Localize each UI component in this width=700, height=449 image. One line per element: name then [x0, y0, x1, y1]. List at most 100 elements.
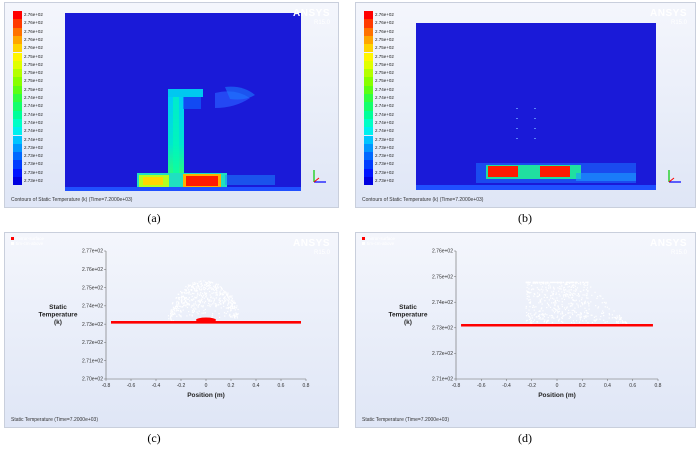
- data-point: [211, 315, 213, 317]
- data-point: [194, 283, 196, 285]
- data-point: [550, 281, 552, 284]
- legend-row: 2.75e+02: [13, 77, 53, 86]
- data-point: [219, 300, 222, 302]
- data-point: [178, 314, 180, 316]
- data-point: [543, 281, 545, 284]
- data-point: [553, 317, 555, 319]
- data-point: [583, 289, 585, 291]
- data-point: [619, 316, 621, 318]
- legend-row: 2.73e+02: [13, 143, 53, 153]
- data-point: [175, 305, 177, 307]
- data-point: [558, 281, 561, 284]
- data-point: [528, 312, 530, 315]
- data-point: [528, 309, 530, 311]
- data-point: [209, 281, 211, 283]
- data-point: [558, 290, 560, 292]
- data-point: [569, 312, 571, 314]
- data-point: [183, 302, 185, 304]
- legend-label: 2.75e+02: [375, 36, 394, 42]
- legend-label: 2.76e+02: [375, 12, 394, 17]
- data-point: [583, 301, 586, 304]
- data-point: [584, 300, 586, 302]
- data-point: [177, 305, 179, 307]
- data-point: [175, 306, 177, 308]
- data-point: [193, 287, 195, 290]
- data-point: [595, 319, 597, 322]
- data-point: [593, 316, 596, 318]
- legend-row: 2.74e+02: [364, 102, 404, 111]
- data-point: [185, 300, 187, 303]
- data-point: [529, 292, 531, 294]
- data-point: [170, 309, 172, 311]
- data-point: [560, 287, 562, 289]
- legend-label: 2.74e+02: [375, 95, 394, 100]
- data-point: [545, 281, 547, 284]
- legend-swatch: [364, 60, 373, 70]
- data-point: [608, 308, 610, 310]
- data-point: [201, 288, 203, 290]
- data-point: [601, 302, 603, 304]
- data-point: [219, 316, 221, 318]
- data-point: [176, 303, 178, 306]
- legend-row: 2.74e+02: [364, 118, 404, 128]
- data-point: [232, 301, 235, 304]
- data-point: [562, 315, 564, 317]
- data-point: [191, 314, 193, 316]
- data-point: [526, 290, 528, 292]
- data-point: [578, 295, 580, 297]
- data-point: [210, 300, 212, 302]
- data-point: [533, 293, 536, 295]
- data-point: [582, 304, 584, 306]
- plot-legend-d: mirror-surface tim-cm-above: [362, 236, 395, 246]
- data-point: [203, 302, 206, 304]
- data-point: [587, 315, 589, 317]
- data-point: [216, 287, 218, 289]
- legend-swatch: [13, 77, 22, 86]
- y-axis-title: Static Temperature (k): [389, 304, 428, 326]
- data-point: [176, 309, 178, 312]
- data-point: [584, 294, 586, 296]
- data-point: [182, 306, 184, 308]
- data-point: [215, 292, 217, 294]
- data-point: [204, 284, 206, 287]
- data-point: [170, 316, 172, 318]
- data-point: [572, 281, 575, 284]
- data-point: [529, 318, 531, 321]
- data-point: [570, 281, 573, 284]
- data-point: [565, 283, 567, 286]
- data-point: [205, 294, 208, 296]
- data-point: [570, 289, 572, 291]
- data-point: [181, 295, 184, 298]
- data-point: [207, 284, 209, 287]
- y-tick-label: 2.71e+02: [432, 377, 453, 383]
- data-point: [172, 311, 174, 313]
- data-point: [573, 292, 575, 294]
- caption-a: (a): [147, 211, 161, 225]
- data-point: [186, 315, 188, 317]
- data-point: [228, 301, 230, 303]
- data-point: [528, 299, 530, 301]
- x-tick-label: 0.2: [579, 383, 586, 389]
- x-tick-label: -0.6: [127, 383, 136, 389]
- data-point: [561, 316, 563, 319]
- data-point: [176, 315, 178, 317]
- data-point: [173, 312, 175, 314]
- data-point: [526, 293, 528, 295]
- legend-row: 2.75e+02: [364, 44, 404, 53]
- data-point: [545, 288, 547, 290]
- data-point: [197, 283, 199, 285]
- legend-marker-icon: [11, 242, 14, 246]
- data-point: [567, 286, 569, 288]
- data-point: [221, 293, 224, 295]
- data-point: [564, 309, 567, 311]
- data-point: [230, 315, 232, 317]
- data-point: [619, 318, 621, 321]
- data-point: [551, 314, 553, 317]
- data-point: [617, 322, 619, 324]
- data-point: [577, 306, 579, 308]
- data-point: [561, 305, 564, 308]
- legend-label: 2.76e+02: [24, 20, 43, 26]
- data-point: [546, 281, 549, 284]
- data-point: [538, 293, 541, 295]
- data-point: [561, 291, 563, 293]
